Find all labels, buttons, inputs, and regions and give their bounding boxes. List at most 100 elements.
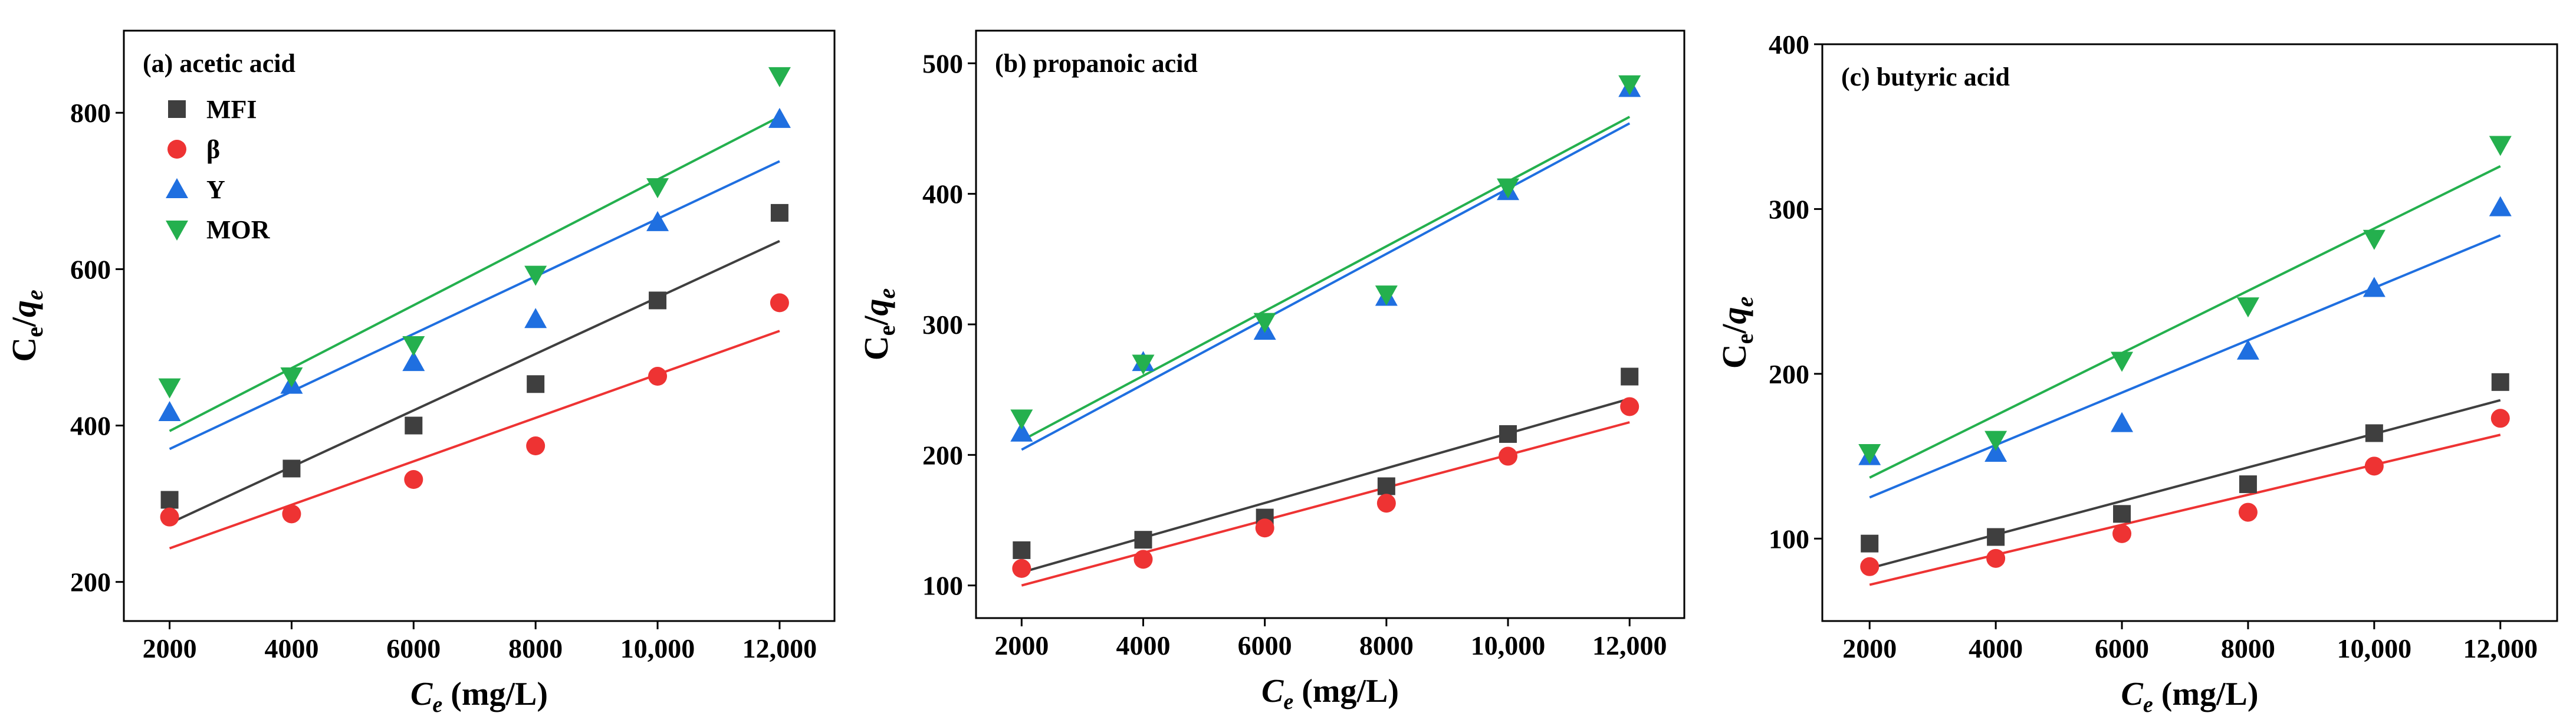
point-beta [1012,559,1031,578]
point-y [524,308,547,328]
point-y [1010,421,1033,442]
point-mor [158,378,181,399]
y-axis-label: Ce/qe [1715,297,1758,369]
y-tick-label: 300 [1769,194,1809,224]
x-axis-label-sub: e [1283,689,1293,714]
point-mfi [1377,477,1395,495]
y-tick-label: 300 [922,310,963,340]
point-beta [648,367,668,386]
x-tick-label: 6000 [386,633,441,663]
fit-line-mfi [1869,399,2501,570]
point-mor [768,67,791,87]
point-mfi [1861,534,1879,553]
legend-label-mfi: MFI [206,95,257,124]
point-mor [1132,354,1155,375]
x-tick-label: 2000 [1842,633,1897,663]
legend-marker-beta [167,140,186,159]
fit-line-y [1021,122,1631,451]
y-tick-label: 400 [70,411,111,441]
x-axis-label: Ce (mg/L) [1261,673,1399,714]
point-mor [2489,136,2512,156]
point-beta [1860,557,1880,576]
point-y [646,211,669,231]
point-mfi [2113,505,2131,523]
x-tick-label: 4000 [1116,630,1170,661]
point-mfi [2239,475,2257,494]
point-y [402,351,425,372]
x-tick-label: 2000 [994,630,1049,661]
point-beta [1376,494,1396,513]
point-y [2363,277,2386,297]
point-mfi [2491,373,2509,391]
x-tick-label: 4000 [1969,633,2023,663]
x-axis-label-unit: (mg/L) [1293,673,1399,709]
panel-title: (a) acetic acid [143,49,295,78]
plot-frame [975,29,1685,619]
x-tick-label: 12,000 [2463,633,2538,663]
point-mfi [649,291,667,310]
point-beta [160,507,179,527]
fit-line-beta [1869,433,2501,586]
fit-line-mfi [1021,398,1630,574]
point-mor [1858,444,1881,464]
x-tick-label: 8000 [1359,630,1414,661]
legend-marker-mfi [168,100,186,118]
y-axis-label: Ce/qe [857,288,900,361]
point-y [2236,339,2259,360]
point-mor [2111,351,2134,372]
point-mor [1253,313,1276,333]
x-axis-label-main: C [1261,673,1284,709]
point-mor [1497,178,1520,199]
point-beta [1255,518,1274,538]
point-beta [1133,550,1153,569]
legend-label-y: Y [206,175,225,204]
point-mfi [1621,367,1639,386]
x-tick-label: 6000 [2095,633,2149,663]
plot-frame [1821,43,2558,622]
y-tick-label: 200 [1769,359,1809,389]
panel-1: 2000 4000 6000 8000 10,000 12,000 200 400 600 800… [5,29,836,717]
fit-line-mor [1869,165,2501,479]
point-y [2111,412,2134,432]
point-mor [402,336,425,356]
panel-3: 2000 4000 6000 8000 10,000 12,000 100 200 300 400… [1715,29,2558,717]
point-mfi [1013,541,1031,559]
y-tick-label: 200 [70,567,111,597]
panel-title: (b) propanoic acid [995,49,1198,78]
x-tick-label: 12,000 [742,633,817,663]
point-beta [1986,548,2006,568]
y-tick-label: 100 [922,571,963,601]
legend-label-beta: β [206,135,220,164]
x-tick-label: 8000 [508,633,563,663]
y-tick-label: 500 [922,48,963,78]
point-beta [1620,397,1639,416]
y-tick-label: 400 [922,179,963,209]
y-axis-label: Ce/qe [5,290,48,362]
point-beta [2238,502,2258,522]
x-tick-label: 4000 [264,633,318,663]
point-mor [280,367,303,388]
x-axis-label-unit: (mg/L) [442,676,548,712]
point-mor [2363,229,2386,250]
point-mor [2236,297,2259,318]
x-tick-label: 6000 [1238,630,1292,661]
x-tick-label: 8000 [2221,633,2275,663]
x-axis-label: Ce (mg/L) [2121,676,2258,717]
point-mor [1375,285,1398,306]
point-mor [524,265,547,286]
legend-label-mor: MOR [206,215,271,244]
fit-line-mor [169,116,780,432]
point-mfi [1134,531,1152,549]
x-axis-label-main: C [410,676,433,712]
point-mor [1984,431,2007,451]
point-mfi [282,459,301,478]
fit-line-y [1869,234,2501,499]
x-axis-label-sub: e [2143,692,2153,717]
point-mfi [405,416,423,435]
legend-marker-y [166,178,188,198]
point-beta [2364,456,2384,476]
x-axis-label-main: C [2121,676,2143,712]
fit-line-mor [1021,116,1631,442]
panel-2: 2000 4000 6000 8000 10,000 12,000 100 200 300 400… [857,29,1685,714]
